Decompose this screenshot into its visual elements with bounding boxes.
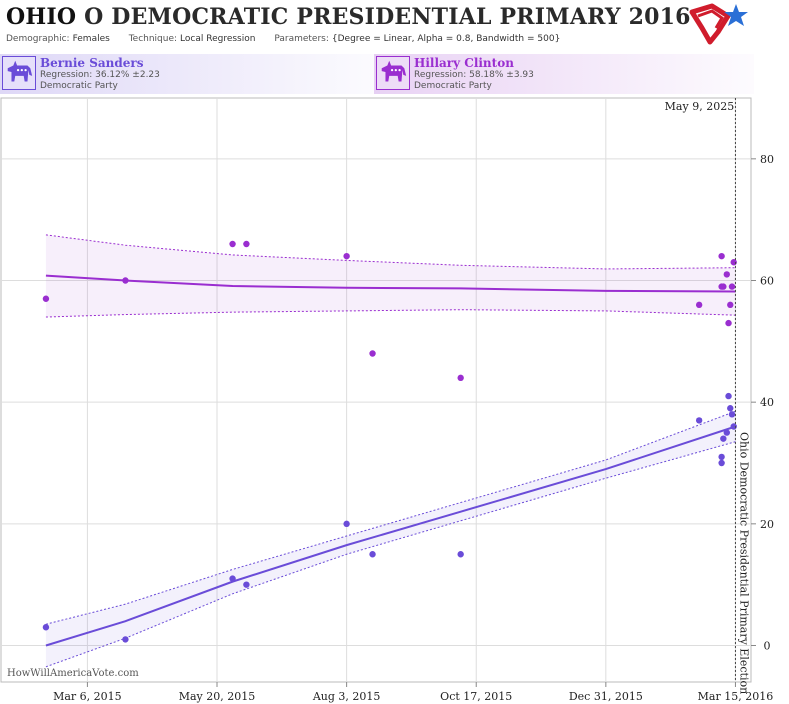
data-point — [730, 423, 737, 430]
x-tick-label: Oct 17, 2015 — [440, 690, 512, 703]
data-point — [229, 240, 236, 248]
technique-value: Local Regression — [180, 34, 256, 44]
grid-lines — [0, 97, 752, 683]
x-tick-label: May 20, 2015 — [179, 690, 256, 703]
y-tick-label: 0 — [764, 640, 771, 653]
election-label: Ohio Democratic Presidential Primary Ele… — [737, 432, 750, 694]
site-logo-icon — [689, 3, 748, 45]
data-points — [42, 240, 737, 643]
plot-frame — [0, 97, 752, 683]
data-point — [42, 624, 50, 631]
data-point — [457, 551, 464, 558]
site-credit: HowWillAmericaVote.com — [7, 668, 139, 679]
y-tick-label: 60 — [760, 275, 774, 288]
band-upper-line — [45, 410, 736, 625]
data-point — [725, 392, 732, 400]
party-label: Democratic Party — [414, 81, 492, 91]
chart-header: OHIO O DEMOCRATIC PRESIDENTIAL PRIMARY 2… — [0, 0, 789, 50]
data-point — [695, 301, 703, 309]
data-point — [343, 252, 350, 260]
legend-info-clinton: Hillary Clinton Regression: 58.18% ±3.93… — [414, 54, 534, 92]
data-point — [457, 374, 464, 382]
data-point — [718, 252, 725, 260]
x-tick-label: Mar 15, 2016 — [698, 690, 774, 703]
democrat-donkey-icon — [2, 56, 36, 90]
data-point — [695, 417, 703, 424]
democrat-donkey-icon — [376, 56, 410, 90]
data-point — [730, 259, 737, 266]
regression-value: Regression: 58.18% ±3.93 — [414, 70, 534, 80]
band-lower-line — [45, 309, 736, 318]
y-tick-label: 80 — [760, 153, 774, 166]
data-point — [723, 429, 731, 436]
confidence-band — [45, 411, 736, 667]
data-point — [343, 520, 350, 528]
candidate-legend: Bernie Sanders Regression: 36.12% ±2.23 … — [0, 54, 789, 94]
candidate-name: Bernie Sanders — [40, 56, 144, 70]
chart-title: OHIO O DEMOCRATIC PRESIDENTIAL PRIMARY 2… — [6, 4, 691, 30]
data-point — [42, 295, 50, 302]
data-point — [720, 435, 727, 442]
date-label: May 9, 2025 — [665, 100, 735, 113]
data-point — [369, 551, 376, 558]
demographic-label: Demographic: — [6, 34, 70, 44]
data-point — [243, 240, 250, 248]
data-point — [725, 319, 732, 327]
trend-line — [45, 425, 736, 647]
trend-lines — [45, 274, 736, 647]
regression-value: Regression: 36.12% ±2.23 — [40, 70, 160, 80]
legend-item-clinton: Hillary Clinton Regression: 58.18% ±3.93… — [374, 54, 754, 94]
x-tick-label: Aug 3, 2015 — [312, 690, 381, 703]
election-marker: Ohio Democratic Presidential Primary Ele… — [665, 98, 750, 694]
x-tick-label: Mar 6, 2015 — [53, 690, 122, 703]
party-label: Democratic Party — [40, 81, 118, 91]
data-point — [728, 283, 736, 290]
contest-title: O DEMOCRATIC PRESIDENTIAL PRIMARY 2016 — [84, 4, 691, 30]
demographic-value: Females — [72, 34, 110, 44]
parameters-label: Parameters: — [274, 34, 329, 44]
x-tick-label: Dec 31, 2015 — [569, 690, 643, 703]
axes: Mar 6, 2015 May 20, 2015 Aug 3, 2015 Oct 17… — [53, 153, 774, 703]
state-name: OHIO — [6, 4, 77, 30]
y-tick-label: 20 — [760, 518, 774, 531]
data-point — [723, 271, 731, 278]
data-point — [243, 581, 250, 588]
band-lower-line — [45, 441, 736, 668]
technique-label: Technique: — [128, 34, 178, 44]
confidence-bands — [45, 234, 736, 668]
data-point — [122, 636, 129, 643]
parameters-value: {Degree = Linear, Alpha = 0.8, Bandwidth… — [331, 34, 561, 44]
data-point — [727, 405, 734, 412]
parameters-line: Demographic: Females Technique: Local Regr… — [6, 34, 576, 44]
legend-item-sanders: Bernie Sanders Regression: 36.12% ±2.23 … — [0, 54, 380, 94]
regression-chart: Mar 6, 2015 May 20, 2015 Aug 3, 2015 Oct 17… — [0, 97, 774, 703]
y-tick-label: 40 — [760, 396, 774, 409]
band-upper-line — [45, 234, 736, 270]
data-point — [728, 411, 736, 418]
data-point — [229, 575, 236, 582]
data-point — [718, 459, 725, 467]
data-point — [122, 277, 129, 284]
data-point — [718, 453, 725, 461]
data-point — [720, 283, 727, 290]
confidence-band — [45, 234, 736, 317]
candidate-name: Hillary Clinton — [414, 56, 514, 70]
data-point — [369, 350, 376, 357]
data-point — [727, 301, 734, 309]
legend-info-sanders: Bernie Sanders Regression: 36.12% ±2.23 … — [40, 54, 160, 92]
